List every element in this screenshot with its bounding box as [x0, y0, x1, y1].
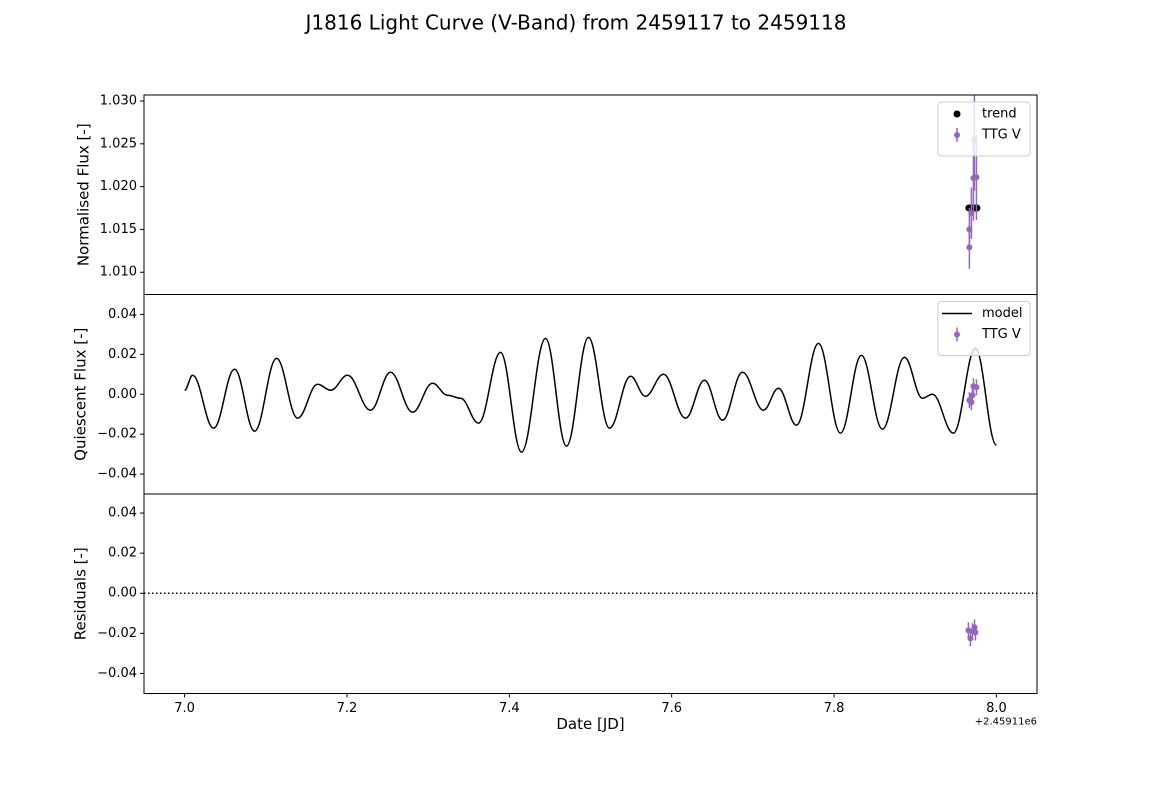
legend-swatch: [954, 331, 960, 338]
x-tick-label: 7.6: [661, 701, 682, 716]
axes-frame: [143, 493, 1038, 694]
data-point: [971, 624, 978, 631]
y-tick-label: 0.04: [108, 506, 137, 521]
figure-title: J1816 Light Curve (V-Band) from 2459117 …: [304, 11, 847, 35]
legend-swatch: [953, 110, 961, 118]
legend-label: TTG V: [981, 128, 1021, 143]
plot-area: [184, 336, 998, 453]
y-tick-label: −0.04: [97, 467, 137, 482]
legend-swatch: [954, 132, 960, 138]
x-tick-label: 7.2: [337, 701, 358, 716]
model-line: [184, 336, 998, 453]
y-tick-label: −0.04: [97, 666, 137, 681]
y-tick-label: 1.015: [100, 222, 137, 237]
y-axis-label: Normalised Flux [-]: [75, 123, 93, 266]
y-tick-label: 0.04: [108, 307, 137, 322]
data-point: [969, 392, 976, 399]
y-tick-label: −0.02: [97, 626, 137, 641]
y-tick-label: 1.010: [100, 265, 137, 280]
legend-box: [937, 101, 1031, 157]
legend-box: [937, 301, 1031, 356]
y-tick-label: 0.00: [108, 586, 137, 601]
y-axis-label: Quiescent Flux [-]: [72, 328, 90, 461]
y-tick-label: −0.02: [97, 427, 137, 442]
plot-area: [144, 592, 1037, 647]
y-tick-label: 0.02: [108, 546, 137, 561]
y-tick-label: 0.00: [108, 387, 137, 402]
data-point: [968, 399, 975, 406]
x-tick-label: 7.4: [499, 701, 520, 716]
x-axis-label: Date [JD]: [556, 715, 624, 733]
y-axis-label: Residuals [-]: [72, 547, 90, 640]
axes-frame: [143, 294, 1038, 495]
y-tick-label: 1.030: [100, 93, 137, 108]
legend-label: model: [982, 306, 1022, 321]
x-tick-label: 7.8: [824, 701, 845, 716]
x-offset: +2.45911e6: [975, 717, 1037, 728]
legend-label: trend: [982, 107, 1017, 122]
data-point: [973, 384, 980, 391]
x-tick-label: 8.0: [986, 701, 1007, 716]
legend-label: TTG V: [981, 327, 1021, 342]
y-tick-label: 0.02: [108, 347, 137, 362]
y-tick-label: 1.020: [100, 179, 137, 194]
axes-frame: [143, 94, 1038, 295]
y-tick-label: 1.025: [100, 136, 137, 151]
x-tick-label: 7.0: [174, 701, 195, 716]
data-point: [972, 629, 979, 636]
